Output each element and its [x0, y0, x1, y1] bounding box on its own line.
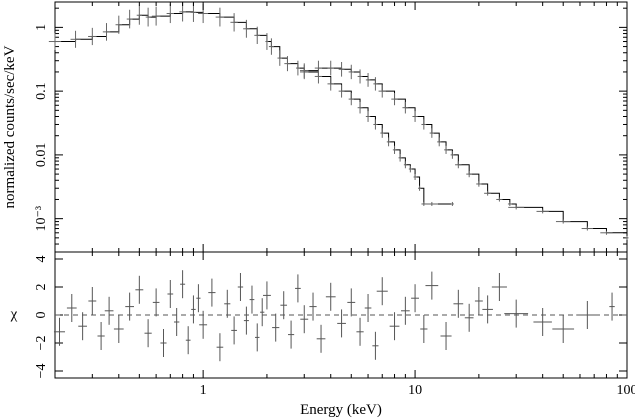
residual-y-tick-label: 4	[34, 256, 49, 263]
residual-y-tick-label: 0	[34, 312, 49, 319]
x-tick-label: 100	[617, 383, 635, 398]
spectrum-y-tick-label: 1	[34, 24, 49, 31]
residual-y-tick-label: 2	[34, 284, 49, 291]
residual-y-axis-label: χ	[10, 306, 18, 322]
spectrum-y-tick-label: 0.1	[34, 82, 49, 100]
residual-y-tick-label: −4	[34, 364, 49, 379]
residual-panel: 1 10 100 4 2 0 −2 −4	[34, 2, 635, 398]
x-tick-label: 10	[408, 383, 422, 398]
spectrum-frame	[54, 1, 628, 253]
spectrum-panel: 1 0.1 0.01 10⁻³	[34, 1, 629, 253]
spectrum-model-line-2	[304, 67, 628, 238]
x-tick-label: 1	[200, 383, 207, 398]
spectrum-y-axis-label: normalized counts/sec/keV	[2, 45, 18, 208]
spectrum-y-tick-label: 0.01	[34, 143, 49, 168]
energy-x-axis-label: Energy (keV)	[300, 402, 382, 418]
spectrum-model-line-1	[55, 11, 453, 205]
spectrum-y-tick-label: 10⁻³	[34, 206, 49, 232]
residual-y-tick-label: −2	[34, 336, 49, 351]
